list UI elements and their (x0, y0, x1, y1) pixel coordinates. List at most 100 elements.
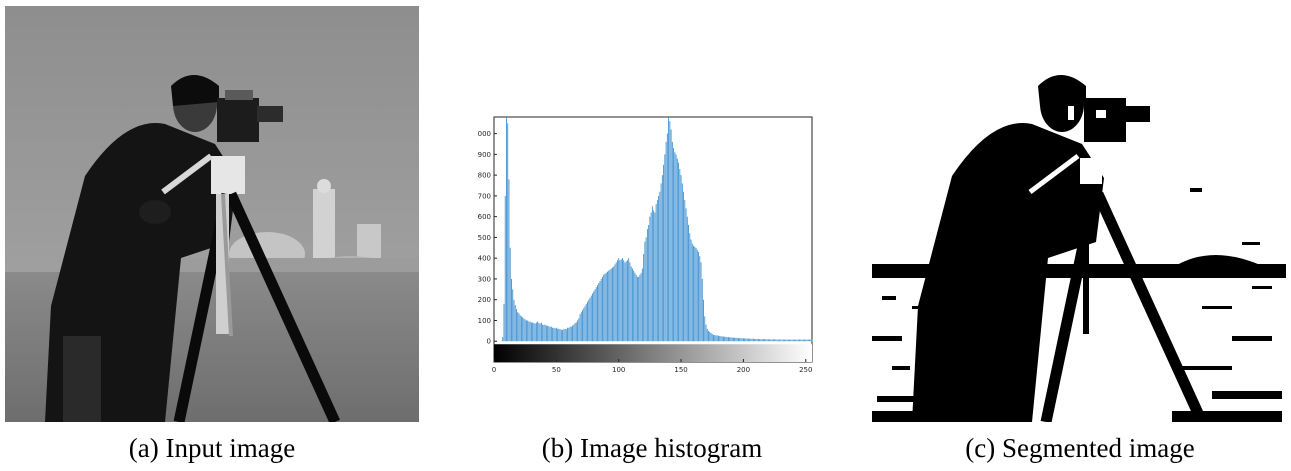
histogram-bar (572, 325, 573, 342)
histogram-bar (622, 258, 623, 342)
histogram-bar (544, 324, 546, 342)
histogram-bar (590, 295, 592, 342)
histogram-bar (512, 289, 514, 342)
histogram-bar (810, 339, 812, 342)
histogram-bar (563, 329, 565, 342)
histogram-bar (506, 117, 507, 342)
x-tick-label: 200 (737, 366, 750, 374)
histogram-bar (710, 332, 712, 342)
histogram-bar (619, 260, 621, 342)
histogram-bar (643, 254, 645, 342)
histogram-bar (640, 272, 642, 342)
histogram-bar (704, 316, 706, 342)
histogram-chart: 0 100 200 300 400 500 600 700 800 900 1000 0 50 100 1… (473, 116, 813, 374)
histogram-bar (540, 322, 542, 342)
histogram-bar (807, 339, 809, 342)
histogram-bar (805, 339, 807, 342)
histogram-bar (570, 326, 572, 342)
histogram-bar (709, 331, 711, 342)
histogram-bar (592, 293, 593, 342)
histogram-bar (634, 272, 636, 342)
histogram-bar (765, 339, 767, 342)
histogram-bar (764, 339, 766, 342)
histogram-bar (663, 164, 665, 342)
histogram-bar (502, 337, 504, 342)
histogram-bar (600, 278, 602, 342)
segmented-image-panel (872, 6, 1286, 425)
histogram-bar (728, 337, 729, 342)
histogram-bar (522, 317, 524, 342)
histogram-bar (779, 339, 781, 342)
histogram-bar (658, 195, 660, 342)
histogram-bar (770, 339, 772, 342)
histogram-bar (785, 339, 787, 342)
histogram-bar (735, 337, 737, 342)
histogram-bar (723, 336, 724, 342)
histogram-bar (605, 272, 607, 342)
histogram-bar (771, 339, 773, 342)
histogram-bar (528, 321, 530, 342)
histogram-bar (673, 148, 675, 342)
histogram-bar (696, 249, 698, 342)
histogram-bar (588, 299, 590, 342)
histogram-bar (639, 274, 641, 342)
histogram-bar (700, 262, 702, 342)
histogram-bar (631, 268, 633, 342)
histogram-bar (535, 322, 537, 342)
histogram-bar (580, 312, 582, 342)
y-tick-label: 600 (478, 213, 491, 221)
histogram-bar (791, 339, 793, 342)
histogram-bar (558, 328, 560, 342)
histogram-bar (759, 339, 761, 342)
histogram-bar (562, 329, 564, 342)
caption-segmented-image: (c) Segmented image (965, 433, 1195, 463)
histogram-bar (719, 336, 721, 342)
histogram-bar (796, 339, 798, 342)
histogram-bar (553, 327, 555, 342)
histogram-bar (568, 327, 570, 342)
histogram-bar (602, 276, 603, 342)
histogram-bar (513, 299, 515, 342)
y-tick-label: 800 (478, 172, 491, 180)
histogram-bar (545, 325, 547, 342)
histogram-bar (685, 208, 687, 342)
histogram-bar (705, 324, 707, 342)
histogram-bar (593, 291, 595, 342)
histogram-bar (597, 285, 598, 342)
histogram-bar (507, 123, 509, 342)
histogram-bar (777, 339, 779, 342)
histogram-bar (787, 339, 789, 342)
histogram-bar (530, 322, 532, 342)
histogram-bar (653, 210, 655, 342)
histogram-bar (713, 335, 714, 342)
histogram-bar (508, 179, 510, 342)
histogram-bar (750, 338, 752, 342)
histogram-bar (789, 339, 790, 342)
histogram-bar (664, 154, 666, 342)
histogram-bar (730, 337, 732, 342)
histogram-bar (733, 337, 734, 342)
histogram-bar (654, 212, 656, 342)
histogram-bar (746, 338, 748, 342)
histogram-bar (527, 320, 529, 342)
histogram-bar (676, 158, 678, 342)
histogram-panel: 0 100 200 300 400 500 600 700 800 900 1000 0 50 100 1… (473, 112, 828, 404)
histogram-bar (756, 338, 758, 342)
caption-image-histogram: (b) Image histogram (541, 433, 763, 463)
segmented-image (872, 6, 1286, 425)
histogram-bar (655, 204, 657, 342)
histogram-bar (715, 335, 717, 342)
histogram-bar (678, 162, 679, 342)
histogram-bar (624, 262, 626, 342)
histogram-bar (583, 308, 585, 342)
histogram-bar (567, 327, 569, 342)
histogram-bar (633, 270, 635, 342)
histogram-bar (519, 315, 521, 342)
histogram-bar (766, 339, 768, 342)
histogram-bar (739, 338, 741, 342)
histogram-bar (683, 191, 684, 342)
histogram-bar (623, 260, 625, 342)
histogram-bar (754, 338, 756, 342)
histogram-bar (550, 326, 552, 342)
histogram-bar (579, 314, 581, 342)
